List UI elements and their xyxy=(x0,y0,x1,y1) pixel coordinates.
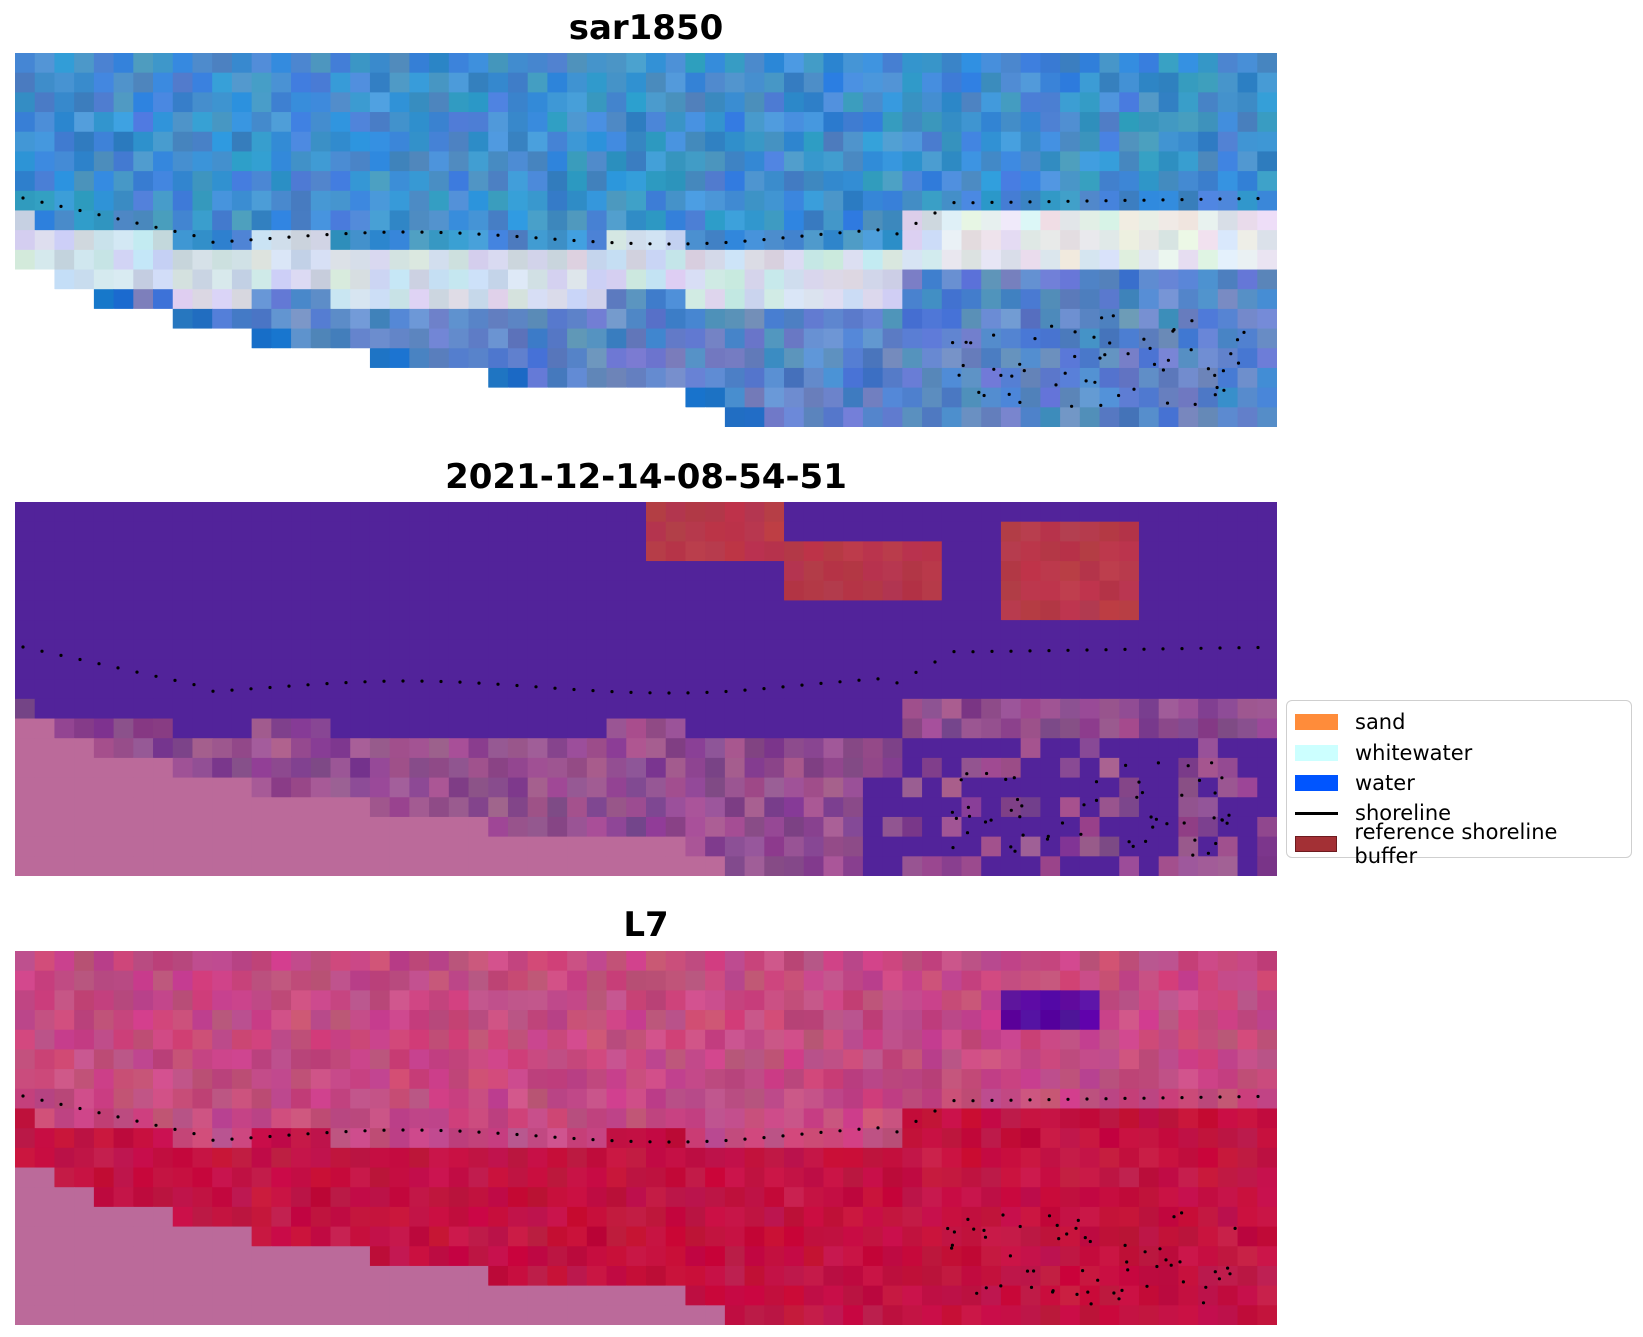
shoreline-dots xyxy=(21,645,1260,857)
rgb-image-sar1850 xyxy=(15,53,1277,427)
legend-swatch-whitewater xyxy=(1295,744,1338,761)
legend: sand whitewater water shoreline referenc… xyxy=(1286,700,1632,868)
legend-label-whitewater: whitewater xyxy=(1355,740,1473,765)
legend-item-sand: sand xyxy=(1295,707,1623,737)
shoreline-dots xyxy=(21,1094,1260,1306)
panel-title-classified: 2021-12-14-08-54-51 xyxy=(445,457,847,497)
classified-image xyxy=(15,502,1277,876)
image-panel-l7 xyxy=(15,951,1277,1325)
panel-title-sar: sar1850 xyxy=(568,8,724,48)
shoreline-dots xyxy=(21,196,1260,408)
image-panel-classified xyxy=(15,502,1277,876)
image-panel-sar xyxy=(15,53,1277,427)
legend-swatch-reference-buffer xyxy=(1295,835,1338,852)
legend-label-reference-buffer: reference shoreline buffer xyxy=(1354,819,1558,868)
legend-item-whitewater: whitewater xyxy=(1295,737,1623,767)
legend-item-shoreline: shoreline xyxy=(1295,798,1623,828)
legend-swatch-water xyxy=(1295,774,1338,791)
legend-label-water: water xyxy=(1355,770,1415,795)
legend-label-sand: sand xyxy=(1355,710,1406,735)
legend-label-shoreline: shoreline xyxy=(1355,801,1452,826)
legend-line-shoreline xyxy=(1295,811,1338,815)
legend-item-water: water xyxy=(1295,768,1623,798)
index-image-l7 xyxy=(15,951,1277,1325)
legend-swatch-sand xyxy=(1295,714,1338,731)
legend-item-reference-buffer: reference shoreline buffer xyxy=(1295,820,1623,868)
panel-title-l7: L7 xyxy=(623,905,669,945)
